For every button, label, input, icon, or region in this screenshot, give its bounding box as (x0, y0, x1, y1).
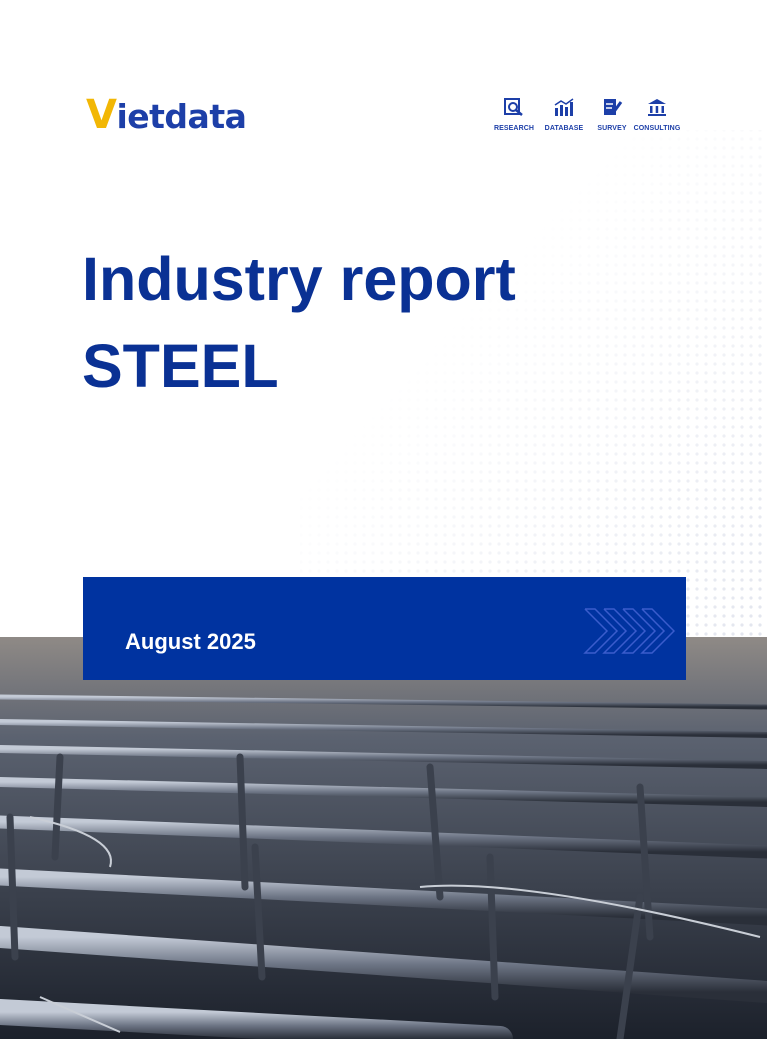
dot-pattern (300, 130, 767, 640)
nav-label: DATABASE (544, 125, 584, 132)
title-line: Industry report (82, 245, 516, 313)
consulting-icon (648, 99, 666, 116)
database-icon (554, 98, 574, 116)
chevrons (583, 608, 675, 654)
nav-label: CONSULTING (633, 125, 681, 132)
nav-item[interactable]: CONSULTING (627, 98, 687, 132)
research-icon (504, 98, 523, 116)
nav-item[interactable]: SURVEY (582, 98, 642, 132)
nav-label: SURVEY (597, 125, 627, 132)
report-date: August 2025 (125, 629, 256, 654)
logo[interactable]: Vietdata (86, 92, 247, 138)
title-line: STEEL (82, 332, 279, 400)
date-band (83, 577, 686, 680)
survey-icon (604, 99, 623, 115)
nav-label: RESEARCH (493, 125, 535, 132)
nav-item[interactable]: DATABASE (534, 98, 594, 132)
rebar-photo (0, 637, 767, 1039)
nav-item[interactable]: RESEARCH (484, 98, 544, 132)
